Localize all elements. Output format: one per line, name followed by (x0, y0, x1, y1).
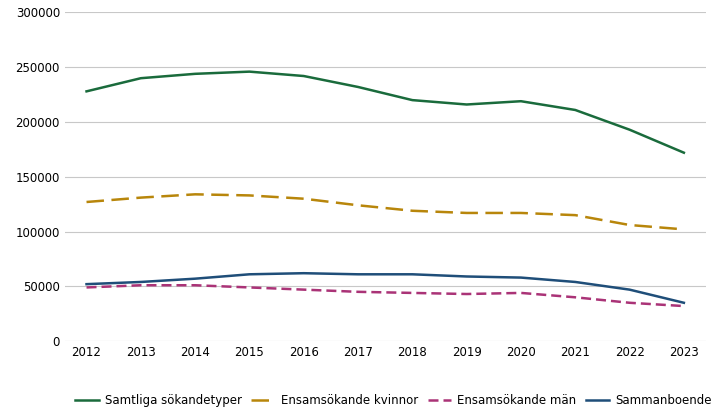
Sammanboende (191, 276, 199, 281)
Ensamsökande kvinnor (354, 203, 362, 208)
Sammanboende (245, 272, 253, 277)
Sammanboende (300, 271, 308, 276)
Samtliga sökandetyper (300, 74, 308, 79)
Ensamsökande män (517, 290, 526, 295)
Samtliga sökandetyper (571, 107, 580, 112)
Sammanboende (625, 287, 634, 292)
Line: Sammanboende: Sammanboende (86, 273, 684, 303)
Samtliga sökandetyper (82, 89, 91, 94)
Sammanboende (82, 282, 91, 287)
Samtliga sökandetyper (408, 98, 417, 103)
Ensamsökande män (680, 304, 688, 309)
Ensamsökande kvinnor (137, 195, 145, 200)
Sammanboende (680, 300, 688, 305)
Samtliga sökandetyper (354, 84, 362, 89)
Ensamsökande kvinnor (408, 208, 417, 213)
Sammanboende (462, 274, 471, 279)
Ensamsökande män (82, 285, 91, 290)
Ensamsökande män (354, 290, 362, 295)
Ensamsökande kvinnor (245, 193, 253, 198)
Sammanboende (517, 275, 526, 280)
Legend: Samtliga sökandetyper, Ensamsökande kvinnor, Ensamsökande män, Sammanboende: Samtliga sökandetyper, Ensamsökande kvin… (71, 390, 716, 412)
Ensamsökande kvinnor (680, 227, 688, 232)
Sammanboende (408, 272, 417, 277)
Ensamsökande män (191, 283, 199, 288)
Samtliga sökandetyper (191, 71, 199, 76)
Ensamsökande kvinnor (625, 223, 634, 228)
Ensamsökande män (625, 300, 634, 305)
Ensamsökande kvinnor (300, 196, 308, 201)
Ensamsökande män (137, 283, 145, 288)
Sammanboende (137, 280, 145, 285)
Line: Samtliga sökandetyper: Samtliga sökandetyper (86, 72, 684, 153)
Ensamsökande män (571, 295, 580, 300)
Samtliga sökandetyper (680, 150, 688, 155)
Samtliga sökandetyper (137, 76, 145, 81)
Ensamsökande kvinnor (517, 210, 526, 215)
Ensamsökande kvinnor (571, 213, 580, 218)
Ensamsökande kvinnor (462, 210, 471, 215)
Samtliga sökandetyper (462, 102, 471, 107)
Sammanboende (571, 280, 580, 285)
Sammanboende (354, 272, 362, 277)
Ensamsökande kvinnor (82, 200, 91, 205)
Ensamsökande män (300, 287, 308, 292)
Ensamsökande kvinnor (191, 192, 199, 197)
Samtliga sökandetyper (245, 69, 253, 74)
Samtliga sökandetyper (625, 127, 634, 132)
Ensamsökande män (462, 292, 471, 297)
Ensamsökande män (408, 290, 417, 295)
Samtliga sökandetyper (517, 99, 526, 104)
Line: Ensamsökande kvinnor: Ensamsökande kvinnor (86, 194, 684, 229)
Line: Ensamsökande män: Ensamsökande män (86, 285, 684, 306)
Ensamsökande män (245, 285, 253, 290)
